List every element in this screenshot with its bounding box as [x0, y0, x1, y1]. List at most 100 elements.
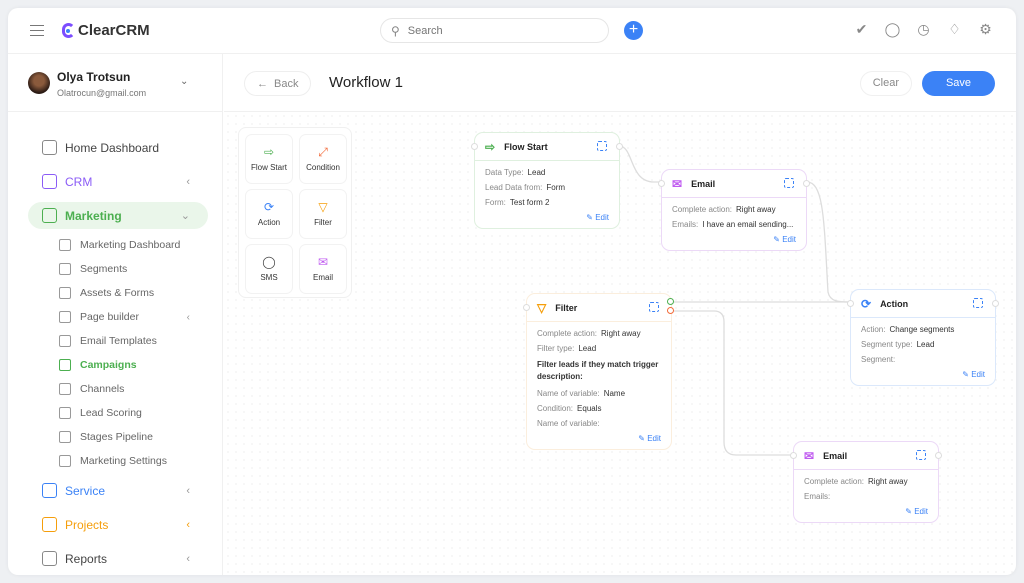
submenu-icon — [59, 383, 71, 395]
nav-marketing[interactable]: Marketing ⌄ — [28, 202, 208, 229]
submenu-item[interactable]: Email Templates — [59, 329, 208, 353]
node-flowstart[interactable]: ⇨ Flow Start Data Type: Lead Lead Data from… — [471, 132, 623, 229]
logo[interactable]: ClearCRM — [62, 22, 150, 39]
submenu-item[interactable]: Lead Scoring — [59, 401, 208, 425]
palette-condition[interactable]: ⤢ Condition — [299, 134, 347, 184]
edit-button[interactable]: ✎ Edit — [804, 507, 928, 516]
palette-flow-start[interactable]: ⇨ Flow Start — [245, 134, 293, 184]
presentation-icon — [42, 208, 57, 223]
add-button[interactable]: + — [624, 21, 643, 40]
chevron-left-icon: ‹ — [186, 311, 190, 323]
submenu-item[interactable]: Segments — [59, 257, 208, 281]
palette-filter[interactable]: ▽ Filter — [299, 189, 347, 239]
nav-service[interactable]: Service ‹ — [28, 477, 208, 504]
chevron-down-icon[interactable]: ⌄ — [180, 76, 189, 87]
output-port[interactable] — [616, 143, 623, 150]
user-clock-icon[interactable]: ◷ — [917, 21, 930, 37]
pencil-icon: ✎ — [905, 507, 912, 516]
bell-icon[interactable]: ♢ — [948, 21, 961, 37]
gear-icon[interactable]: ⚙ — [979, 21, 992, 37]
input-port[interactable] — [471, 143, 478, 150]
node-field: Action: Change segments — [861, 325, 985, 334]
port-match[interactable] — [667, 298, 674, 305]
action-icon: ⟳ — [263, 200, 275, 214]
node-type-icon: ▽ — [537, 300, 547, 315]
nav-label: Marketing — [65, 208, 122, 223]
back-button[interactable]: ← Back — [244, 71, 312, 96]
submenu-item[interactable]: Page builder ‹ — [59, 305, 208, 329]
search-box[interactable]: ⚲ — [380, 18, 609, 43]
node-type-icon: ⟳ — [861, 296, 872, 311]
crm-icon — [42, 174, 57, 189]
connector — [618, 145, 661, 183]
search-input[interactable] — [407, 24, 588, 37]
submenu-item[interactable]: Campaigns — [59, 353, 208, 377]
node-field: Emails: I have an email sending... — [672, 220, 796, 229]
nav-label: CRM — [65, 174, 93, 189]
clear-button[interactable]: Clear — [859, 71, 912, 96]
field-label: Action: — [861, 325, 886, 334]
pencil-icon: ✎ — [638, 434, 645, 443]
nav-crm[interactable]: CRM ‹ — [28, 168, 208, 195]
node-title: Email — [691, 178, 716, 189]
save-button[interactable]: Save — [922, 71, 995, 96]
chat-icon[interactable]: ◯ — [884, 21, 901, 37]
expand-icon[interactable] — [973, 298, 983, 308]
back-label: Back — [274, 77, 299, 90]
submenu-item[interactable]: Marketing Dashboard — [59, 233, 208, 257]
palette-label: Filter — [314, 218, 332, 227]
edit-button[interactable]: ✎ Edit — [672, 235, 796, 244]
submenu-label: Channels — [80, 383, 125, 395]
submenu-icon — [59, 431, 71, 443]
nav-label: Reports — [65, 551, 108, 566]
submenu-item[interactable]: Marketing Settings — [59, 449, 208, 473]
node-email1[interactable]: ✉ Email Complete action: Right away Emails:… — [658, 169, 810, 251]
input-port[interactable] — [658, 180, 665, 187]
input-port[interactable] — [790, 452, 797, 459]
output-port[interactable] — [803, 180, 810, 187]
field-value: Right away — [868, 477, 908, 486]
expand-icon[interactable] — [649, 302, 659, 312]
nav-home-dashboard[interactable]: Home Dashboard — [28, 134, 208, 161]
expand-icon[interactable] — [597, 141, 607, 151]
edit-button[interactable]: ✎ Edit — [485, 213, 609, 222]
field-value: Lead — [527, 168, 546, 177]
input-port[interactable] — [847, 300, 854, 307]
search-icon: ⚲ — [391, 23, 400, 38]
node-field: Lead Data from: Form — [485, 183, 609, 192]
palette-label: Email — [312, 273, 333, 282]
sms-icon: ◯ — [262, 255, 276, 269]
submenu-item[interactable]: Channels — [59, 377, 208, 401]
menu-icon[interactable] — [30, 25, 44, 36]
field-label: Form: — [485, 198, 506, 207]
chevron-left-icon: ‹ — [186, 484, 190, 497]
user-profile[interactable]: Olya Trotsun Olatrocun@gmail.com ⌄ — [8, 54, 222, 112]
field-label: Complete action: — [804, 477, 865, 486]
submenu-item[interactable]: Stages Pipeline — [59, 425, 208, 449]
output-port[interactable] — [935, 452, 942, 459]
nav-reports[interactable]: Reports ‹ — [28, 545, 208, 572]
submenu-item[interactable]: Assets & Forms — [59, 281, 208, 305]
expand-icon[interactable] — [784, 178, 794, 188]
user-name: Olya Trotsun — [57, 70, 131, 84]
field-label: Lead Data from: — [485, 183, 543, 192]
edit-button[interactable]: ✎ Edit — [861, 370, 985, 379]
edit-label: Edit — [914, 507, 928, 516]
expand-icon[interactable] — [916, 450, 926, 460]
input-port[interactable] — [523, 304, 530, 311]
palette-email[interactable]: ✉ Email — [299, 244, 347, 294]
workflow-canvas[interactable]: ⇨ Flow Start ⤢ Condition ⟳ Action ▽ Filter ◯ SMS ✉… — [224, 112, 1016, 575]
node-action[interactable]: ⟳ Action Action: Change segments Segment ty… — [847, 289, 999, 386]
nav-projects[interactable]: Projects ‹ — [28, 511, 208, 538]
output-port[interactable] — [992, 300, 999, 307]
node-filter[interactable]: ▽ Filter Complete action: Right away Filter… — [523, 293, 672, 450]
node-field: Complete action: Right away — [672, 205, 796, 214]
node-email2[interactable]: ✉ Email Complete action: Right away Emails:… — [790, 441, 942, 523]
port-no-match[interactable] — [667, 307, 674, 314]
palette-sms[interactable]: ◯ SMS — [245, 244, 293, 294]
edit-button[interactable]: ✎ Edit — [537, 434, 661, 443]
field-label: Segment: — [861, 355, 896, 364]
pencil-icon: ✎ — [773, 235, 780, 244]
palette-action[interactable]: ⟳ Action — [245, 189, 293, 239]
check-circle-icon[interactable]: ✔ — [855, 21, 868, 37]
